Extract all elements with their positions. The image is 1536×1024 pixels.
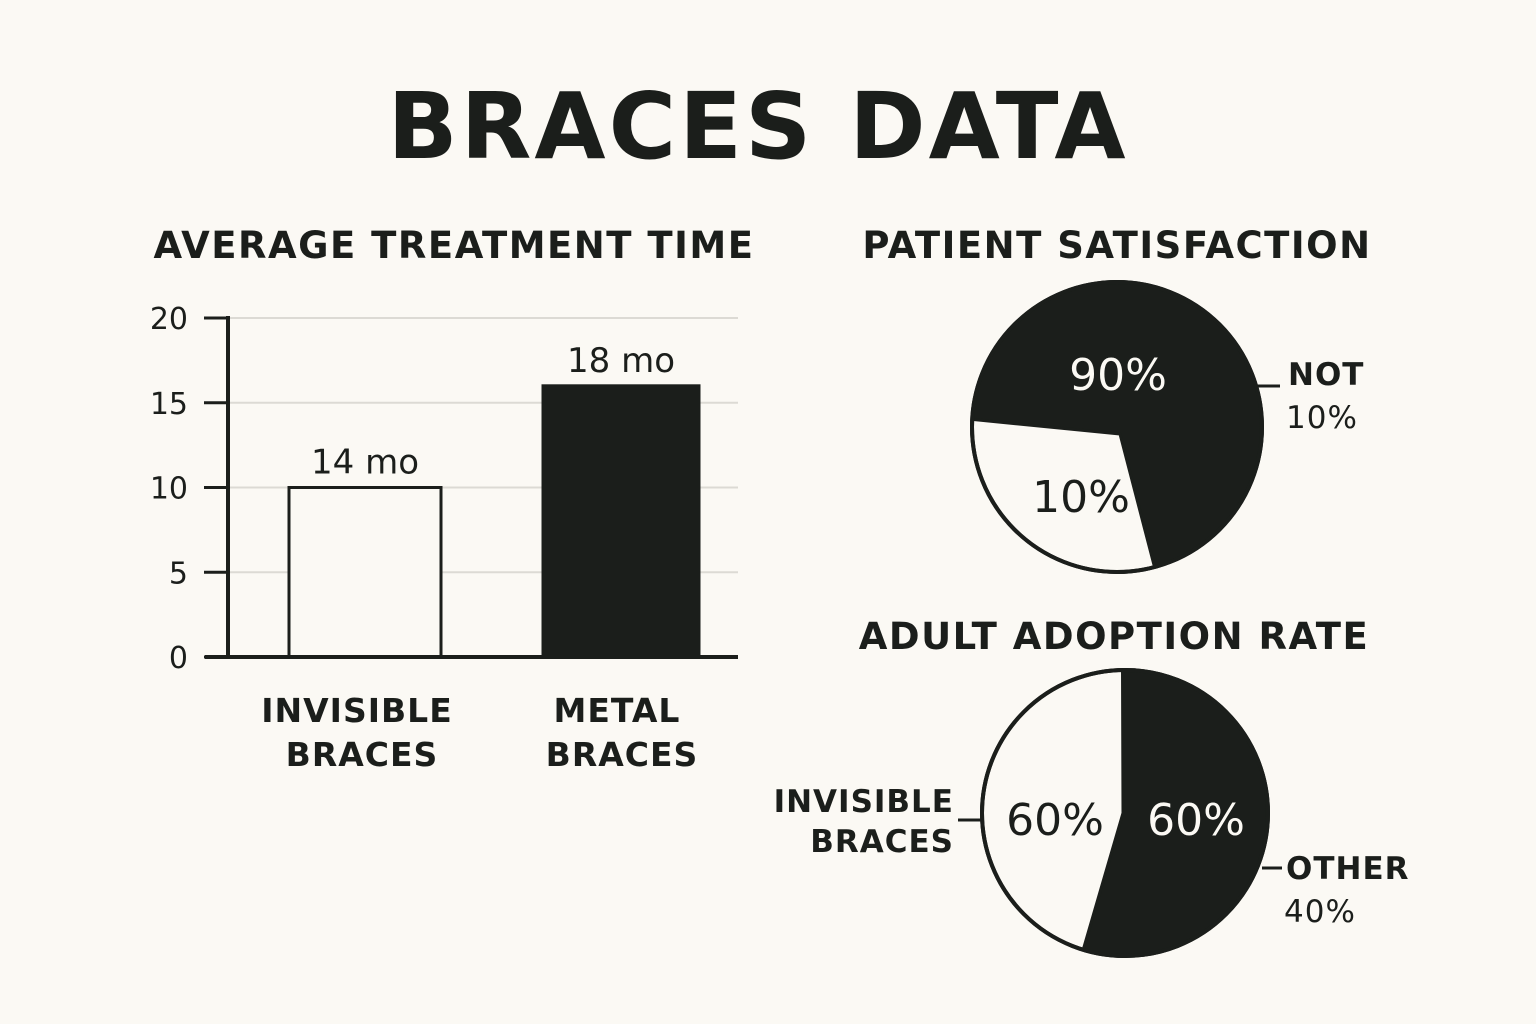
bar-value-label: 14 mo [311, 443, 419, 483]
pie1-callout-line2: 10% [1286, 400, 1358, 436]
y-tick-label: 0 [169, 641, 188, 676]
main-title: BRACES DATA [387, 73, 1128, 180]
x-category-label: METAL [554, 691, 681, 730]
pie2-title: ADULT ADOPTION RATE [859, 615, 1369, 658]
bar-chart-title: AVERAGE TREATMENT TIME [154, 224, 755, 267]
bar [541, 384, 701, 657]
x-category-label: BRACES [286, 735, 439, 774]
pie2-slice-label-light: 60% [1006, 795, 1104, 846]
pie1-slice-label-dark: 90% [1069, 350, 1167, 401]
x-axis-category-labels: INVISIBLE BRACES METAL BRACES [261, 691, 699, 774]
pie2-slices [980, 668, 1270, 958]
bar-value-label: 18 mo [567, 341, 675, 381]
bar-marks [287, 384, 701, 659]
y-tick-label: 20 [150, 302, 188, 337]
y-axis-ticks: 0 5 10 15 20 [150, 302, 228, 676]
pie2-right-callout-line1: OTHER [1286, 851, 1410, 887]
pie1-slices [970, 280, 1264, 574]
bar-value-labels: 14 mo 18 mo [311, 341, 675, 483]
y-tick-label: 15 [150, 387, 188, 422]
pie-edge [980, 668, 1270, 958]
pie2-left-callout-line1: INVISIBLE [774, 784, 954, 820]
x-category-label: INVISIBLE [261, 691, 452, 730]
pie2-slice-label-dark: 60% [1147, 795, 1245, 846]
pie-edge [970, 280, 1264, 574]
pie1-title: PATIENT SATISFACTION [862, 224, 1371, 267]
y-tick-label: 5 [169, 556, 188, 591]
bar [287, 486, 443, 659]
patient-satisfaction-pie: PATIENT SATISFACTION 90% 10% NOT 10% [862, 224, 1371, 574]
adult-adoption-pie: ADULT ADOPTION RATE 60% 60% INVISIBLE BR… [774, 615, 1410, 958]
pie1-callout-line1: NOT [1288, 357, 1364, 393]
y-tick-label: 10 [150, 472, 188, 507]
pie1-slice-label-light: 10% [1032, 472, 1130, 523]
pie2-right-callout-line2: 40% [1284, 894, 1356, 930]
pie2-left-callout-line2: BRACES [810, 824, 954, 860]
bar-chart: AVERAGE TREATMENT TIME 0 5 10 15 20 14 mo 18 … [150, 224, 755, 774]
x-category-label: BRACES [546, 735, 699, 774]
